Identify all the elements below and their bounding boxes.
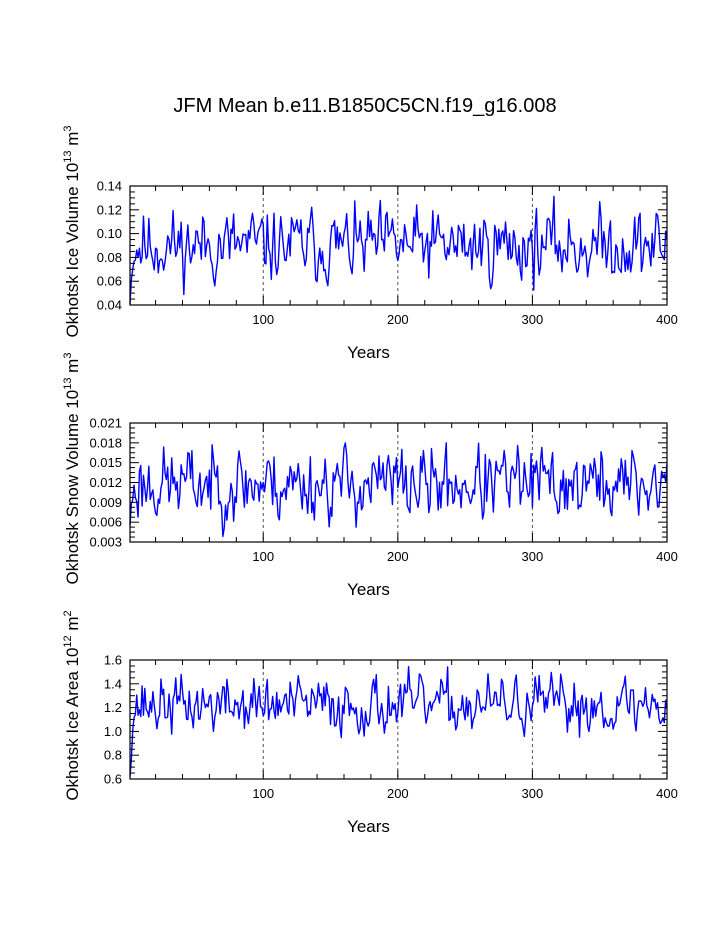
chart-panel-ice-area: 0.6 0.8 1.0 1.2 1.4 1.6 100 200 300 400 Years Okhot… [62, 610, 678, 836]
x-axis-label: Years [347, 817, 390, 836]
plot-frame [129, 659, 668, 780]
chart-panel-ice-volume: 0.04 0.06 0.08 0.10 0.12 0.14 100 200 300 400 Year… [62, 125, 678, 362]
chart-panel-snow-volume: 0.003 0.006 0.009 0.012 0.015 0.018 0.021 100 20… [62, 353, 678, 599]
x-tick-label: 400 [656, 549, 678, 564]
x-tick-label: 300 [522, 786, 544, 801]
x-tick-label: 200 [387, 786, 409, 801]
series-line-ice-volume [129, 195, 668, 304]
series-line-ice-area [129, 665, 668, 777]
y-tick-label: 1.4 [104, 676, 122, 691]
x-tick-label: 300 [522, 312, 544, 327]
y-tick-label: 0.003 [89, 535, 122, 550]
y-tick-label: 0.021 [89, 416, 122, 431]
y-axis-label: Okhotsk Ice Area 1012 m2 [62, 610, 82, 800]
y-tick-label: 0.8 [104, 748, 122, 763]
x-axis-label: Years [347, 580, 390, 599]
y-tick-label: 0.018 [89, 435, 122, 450]
y-tick-label: 0.04 [97, 298, 122, 313]
x-tick-label: 100 [252, 312, 274, 327]
plot-frame [129, 185, 668, 306]
series-line-snow-volume [129, 442, 668, 538]
page-title: JFM Mean b.e11.B1850C5CN.f19_g16.008 [173, 95, 556, 117]
y-axis-label: Okhotsk Snow Volume 1013 m3 [62, 353, 82, 585]
y-tick-label: 1.6 [104, 653, 122, 668]
y-tick-label: 0.009 [89, 495, 122, 510]
y-tick-label: 0.006 [89, 515, 122, 530]
y-tick-label: 0.06 [97, 274, 122, 289]
y-tick-label: 0.015 [89, 455, 122, 470]
x-tick-label: 100 [252, 549, 274, 564]
y-tick-label: 0.10 [97, 226, 122, 241]
y-tick-label: 0.08 [97, 250, 122, 265]
x-tick-label: 300 [522, 549, 544, 564]
x-tick-label: 100 [252, 786, 274, 801]
y-tick-label: 1.2 [104, 700, 122, 715]
x-tick-label: 400 [656, 312, 678, 327]
y-tick-label: 1.0 [104, 724, 122, 739]
y-axis-label: Okhotsk Ice Volume 1013 m3 [62, 125, 82, 337]
y-tick-label: 0.12 [97, 202, 122, 217]
x-tick-label: 200 [387, 549, 409, 564]
y-tick-label: 0.012 [89, 475, 122, 490]
y-tick-label: 0.6 [104, 772, 122, 787]
x-tick-label: 200 [387, 312, 409, 327]
y-tick-label: 0.14 [97, 179, 122, 194]
x-axis-label: Years [347, 343, 390, 362]
x-tick-label: 400 [656, 786, 678, 801]
